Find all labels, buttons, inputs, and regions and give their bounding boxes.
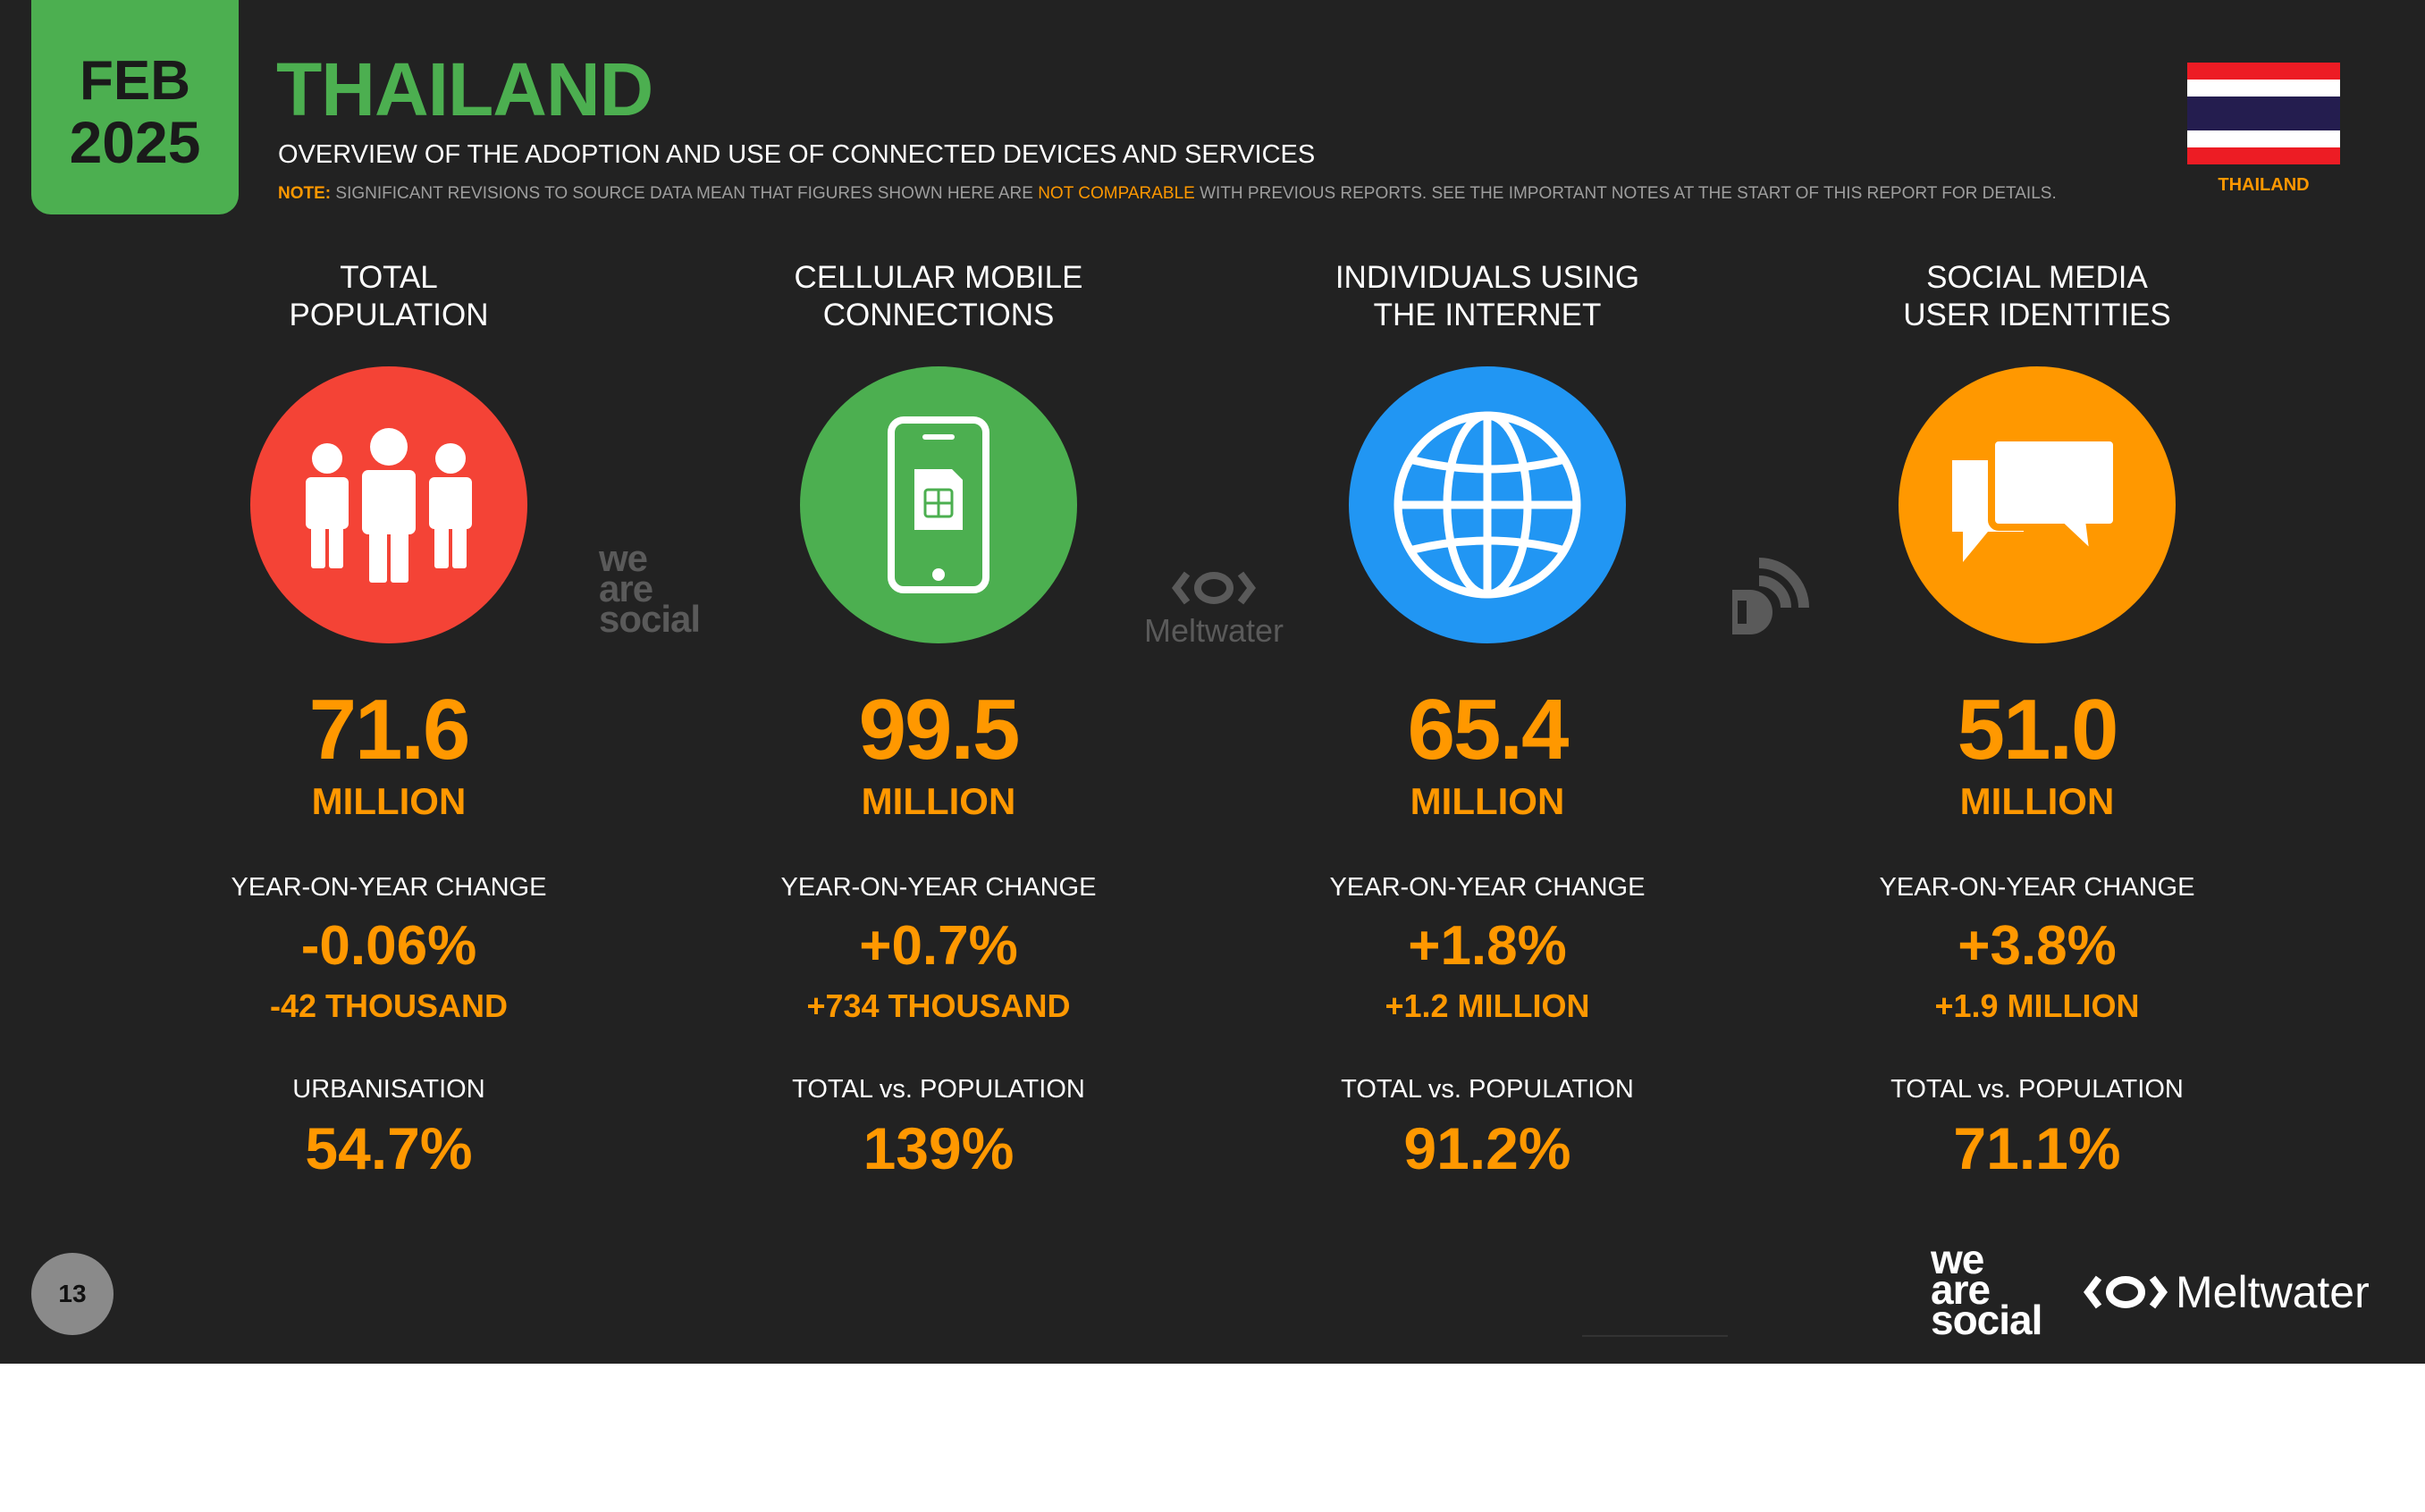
date-month: FEB (80, 50, 190, 112)
yoy-absolute: -42 THOUSAND (269, 987, 509, 1024)
yoy-absolute: +1.9 MILLION (1934, 987, 2140, 1024)
meltwater-logo-text: Meltwater (2176, 1267, 2370, 1317)
meltwater-mark-icon (1172, 571, 1256, 605)
footer-stat-value: 91.2% (1403, 1115, 1571, 1181)
meltwater-mark-icon (2084, 1275, 2168, 1309)
stat-unit: MILLION (311, 780, 467, 822)
stat-value: 71.6 (308, 682, 471, 777)
yoy-label: YEAR-ON-YEAR CHANGE (231, 873, 547, 902)
meltwater-watermark-logo: Meltwater (1133, 568, 1294, 650)
flag-label: THAILAND (2218, 175, 2310, 195)
footer-stat-label: TOTAL vs. POPULATION (1341, 1075, 1634, 1104)
stat-value: 65.4 (1407, 682, 1570, 777)
stat-column-social-media: SOCIAL MEDIA USER IDENTITIES 51.0 MILLIO… (1827, 0, 2247, 1197)
footer-stat-label: URBANISATION (292, 1075, 485, 1104)
footer-divider (1582, 1335, 1728, 1337)
date-badge: FEB 2025 (31, 0, 239, 214)
yoy-label: YEAR-ON-YEAR CHANGE (1329, 873, 1646, 902)
note-part1: SIGNIFICANT REVISIONS TO SOURCE DATA MEA… (335, 184, 1033, 203)
yoy-absolute: +734 THOUSAND (806, 987, 1071, 1024)
yoy-percent: +3.8% (1958, 915, 2117, 977)
column-header-line1: TOTAL (340, 260, 438, 295)
column-header-line2: USER IDENTITIES (1903, 298, 2171, 332)
we-are-social-watermark-logo: we are social (599, 537, 701, 640)
stat-unit: MILLION (1959, 780, 2115, 822)
stat-column-mobile: CELLULAR MOBILE CONNECTIONS 99.5 MILLION… (728, 0, 1149, 1197)
thailand-flag-icon (2187, 63, 2340, 164)
slide: FEB 2025 THAILAND OVERVIEW OF THE ADOPTI… (0, 0, 2425, 1364)
yoy-percent: -0.06% (300, 915, 477, 977)
footer-stat-label: TOTAL vs. POPULATION (792, 1075, 1085, 1104)
yoy-absolute: +1.2 MILLION (1385, 987, 1590, 1024)
note-highlight: NOT COMPARABLE (1038, 184, 1195, 203)
chat-bubbles-icon (1899, 366, 2176, 643)
footer-stat-value: 139% (863, 1115, 1015, 1181)
column-header: INDIVIDUALS USING THE INTERNET (1277, 259, 1697, 334)
column-header-line1: CELLULAR MOBILE (794, 260, 1083, 295)
page-number: 13 (31, 1253, 114, 1335)
stat-unit: MILLION (861, 780, 1016, 822)
we-are-social-logo: we are social (1931, 1236, 2042, 1343)
date-year: 2025 (69, 109, 201, 175)
note-text: NOTE: SIGNIFICANT REVISIONS TO SOURCE DA… (278, 183, 2057, 205)
stat-column-population: TOTAL POPULATION (179, 0, 599, 1197)
stat-value: 99.5 (858, 682, 1021, 777)
stat-unit: MILLION (1410, 780, 1565, 822)
note-label: NOTE: (278, 184, 332, 203)
mobile-phone-icon (800, 366, 1077, 643)
yoy-label: YEAR-ON-YEAR CHANGE (780, 873, 1097, 902)
globe-icon (1349, 366, 1626, 643)
note-part2: WITH PREVIOUS REPORTS. SEE THE IMPORTANT… (1200, 184, 2057, 203)
column-header: TOTAL POPULATION (179, 259, 599, 334)
column-header-line1: SOCIAL MEDIA (1926, 260, 2148, 295)
stat-value: 51.0 (1957, 682, 2119, 777)
stat-column-internet: INDIVIDUALS USING THE INTERNET 65.4 MILL… (1277, 0, 1697, 1197)
column-header: SOCIAL MEDIA USER IDENTITIES (1827, 259, 2247, 334)
datareportal-watermark-icon (1723, 545, 1813, 643)
yoy-percent: +1.8% (1408, 915, 1567, 977)
column-header-line2: POPULATION (289, 298, 489, 332)
meltwater-watermark-text: Meltwater (1143, 612, 1284, 649)
footer-stat-value: 71.1% (1953, 1115, 2121, 1181)
column-header-line2: CONNECTIONS (822, 298, 1055, 332)
people-icon (250, 366, 527, 643)
yoy-label: YEAR-ON-YEAR CHANGE (1879, 873, 2195, 902)
footer-stat-label: TOTAL vs. POPULATION (1890, 1075, 2184, 1104)
column-header-line1: INDIVIDUALS USING (1335, 260, 1640, 295)
page-title: THAILAND (276, 47, 653, 131)
meltwater-logo: Meltwater (2083, 1265, 2370, 1319)
footer-stat-value: 54.7% (305, 1115, 473, 1181)
yoy-percent: +0.7% (859, 915, 1018, 977)
page-subtitle: OVERVIEW OF THE ADOPTION AND USE OF CONN… (278, 140, 1316, 169)
column-header-line2: THE INTERNET (1373, 298, 1602, 332)
column-header: CELLULAR MOBILE CONNECTIONS (728, 259, 1149, 334)
